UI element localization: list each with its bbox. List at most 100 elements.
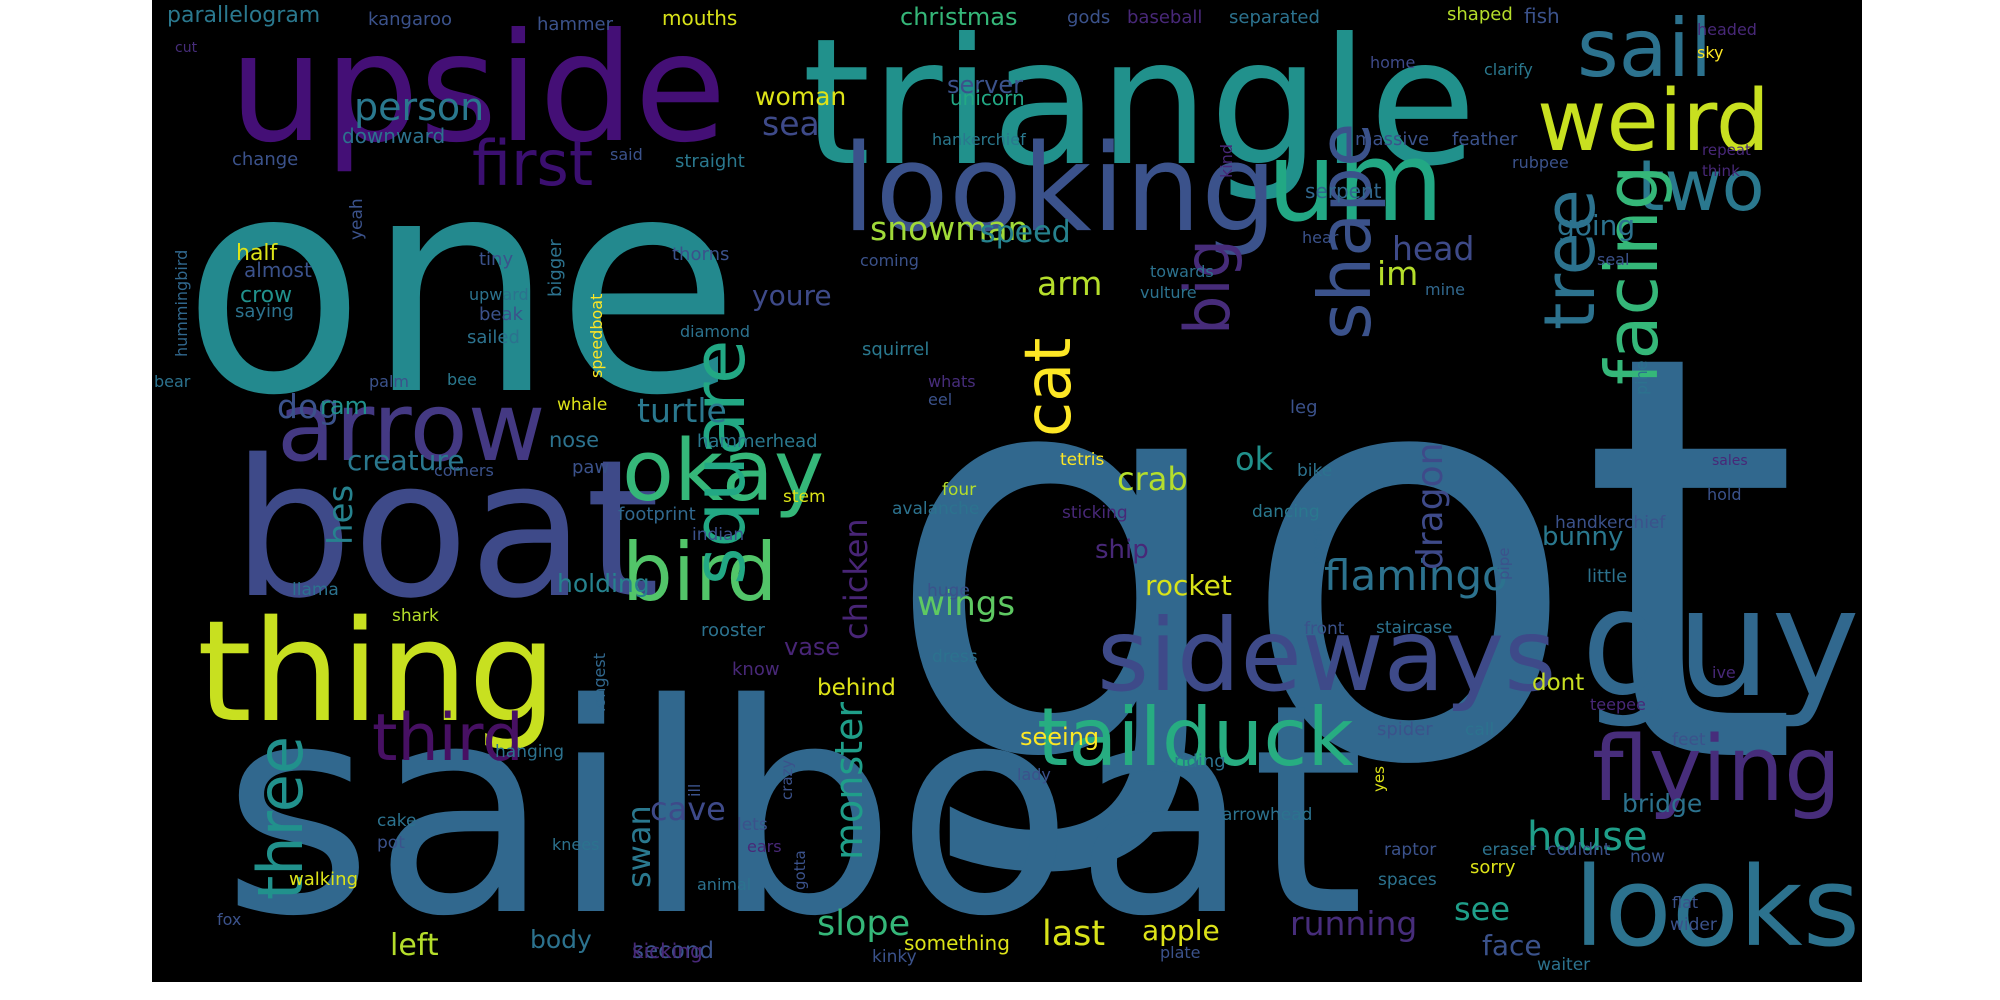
word-indian: indian xyxy=(692,525,744,545)
word-eel: eel xyxy=(928,390,952,409)
word-creature: creature xyxy=(347,444,465,477)
word-avalanche: avalanche xyxy=(892,499,979,519)
word-square: square xyxy=(677,340,761,585)
word-fish: fish xyxy=(1524,4,1560,28)
word-bigger: bigger xyxy=(545,239,566,297)
word-two: two xyxy=(1637,145,1765,227)
word-three: three xyxy=(244,736,317,900)
word-chicken: chicken xyxy=(837,518,875,640)
word-pine: pine xyxy=(1632,360,1651,395)
word-ok: ok xyxy=(1235,440,1274,478)
word-um: um xyxy=(1267,118,1444,246)
word-server: server xyxy=(947,71,1023,99)
word-tiny: tiny xyxy=(479,249,513,270)
word-almost: almost xyxy=(244,258,312,282)
word-tetris: tetris xyxy=(1060,450,1105,470)
word-got: got xyxy=(882,236,1800,888)
word-leg: leg xyxy=(1290,397,1318,418)
word-hanging: hanging xyxy=(495,742,564,762)
word-left: left xyxy=(390,928,439,963)
word-tree: tree xyxy=(1529,189,1611,330)
word-serpent: serpent xyxy=(1305,179,1382,203)
word-massive: massive xyxy=(1355,129,1429,150)
word-bee: bee xyxy=(447,370,477,389)
word-going: going xyxy=(1557,209,1635,242)
word-corners: corners xyxy=(434,461,494,480)
word-vulture: vulture xyxy=(1140,283,1197,302)
word-flamingo: flamingo xyxy=(1324,551,1508,600)
word-cut: cut xyxy=(175,40,198,56)
word-apple: apple xyxy=(1142,914,1220,947)
word-diamond: diamond xyxy=(680,322,750,341)
word-stem: stem xyxy=(783,487,826,507)
word-mine: mine xyxy=(1425,280,1465,299)
word-dont: dont xyxy=(1532,670,1584,696)
word-bunny: bunny xyxy=(1542,522,1623,552)
word-hold: hold xyxy=(1707,485,1742,504)
word-crow: crow xyxy=(240,283,292,308)
word-okay: okay xyxy=(622,422,824,521)
word-eraser: eraser xyxy=(1482,840,1536,860)
word-last: last xyxy=(1042,914,1105,954)
word-snowman: snowman xyxy=(870,209,1029,248)
word-second: second xyxy=(632,938,714,964)
word-speed: speed xyxy=(980,215,1071,250)
word-boat: boat xyxy=(232,419,660,640)
word-sideways: sideways xyxy=(1097,597,1556,714)
word-see: see xyxy=(1454,890,1510,928)
word-bridge: bridge xyxy=(1622,789,1702,818)
word-riding: riding xyxy=(1174,751,1226,772)
word-handkerchief: handkerchief xyxy=(1555,513,1666,533)
word-feet: feet xyxy=(1672,730,1706,750)
word-call: call xyxy=(1465,720,1494,740)
word-said: said xyxy=(610,145,643,164)
word-animal: animal xyxy=(697,875,751,894)
word-ship: ship xyxy=(1095,535,1149,565)
word-crazy: crazy xyxy=(778,760,796,800)
word-big: big xyxy=(1171,239,1244,335)
word-bear: bear xyxy=(154,372,191,391)
word-shaped: shaped xyxy=(1447,4,1513,25)
word-arrow: arrow xyxy=(277,373,545,483)
word-knees: knees xyxy=(552,835,599,854)
word-change: change xyxy=(232,149,298,170)
word-one: one xyxy=(182,112,740,461)
word-downward: downward xyxy=(342,124,445,148)
word-raptor: raptor xyxy=(1384,840,1436,860)
word-sorry: sorry xyxy=(1470,857,1516,878)
word-flying: flying xyxy=(1592,717,1841,822)
word-rooster: rooster xyxy=(701,620,766,641)
word-separated: separated xyxy=(1229,7,1320,28)
word-sky: sky xyxy=(1697,43,1724,62)
word-dancing: dancing xyxy=(1252,502,1320,522)
word-longest: longest xyxy=(590,653,609,712)
word-little: little xyxy=(1587,566,1627,587)
word-something: something xyxy=(904,931,1010,955)
word-rubpee: rubpee xyxy=(1512,153,1569,172)
word-plate: plate xyxy=(1160,943,1201,962)
word-whats: whats xyxy=(928,372,976,391)
word-cloud-canvas: got sailboat one triangle boat upside thing guy… xyxy=(152,0,1862,982)
word-running: running xyxy=(1290,904,1417,943)
word-paw: paw xyxy=(572,457,609,478)
word-sailed: sailed xyxy=(467,327,520,348)
word-kinky: kinky xyxy=(872,947,917,967)
word-crab: crab xyxy=(1117,460,1188,498)
word-speedboat: speedboat xyxy=(587,294,606,378)
word-sea: sea xyxy=(762,104,820,143)
word-pot: pot xyxy=(377,833,405,853)
word-monster: monster xyxy=(827,702,871,860)
word-looking: looking xyxy=(842,120,1277,259)
word-couldnt: couldnt xyxy=(1547,840,1611,860)
word-ill: ill xyxy=(685,784,704,797)
word-im: im xyxy=(1377,254,1418,293)
word-lady: lady xyxy=(1017,765,1051,784)
word-lets: lets xyxy=(737,815,768,835)
word-dog: dog xyxy=(277,387,339,426)
word-kangaroo: kangaroo xyxy=(368,9,452,30)
word-dress: dress xyxy=(932,647,978,667)
word-yes: yes xyxy=(1370,766,1388,792)
word-towards: towards xyxy=(1150,262,1214,281)
word-seal: seal xyxy=(1597,250,1629,269)
word-baseball: baseball xyxy=(1127,7,1202,28)
